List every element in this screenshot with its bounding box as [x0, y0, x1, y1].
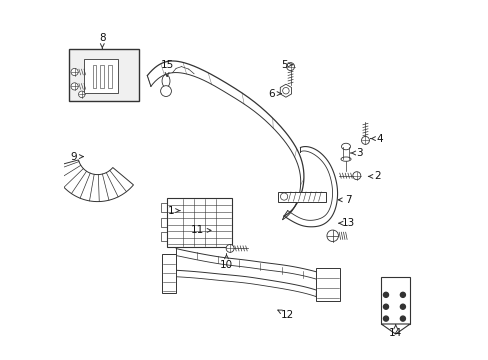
- Circle shape: [282, 87, 288, 94]
- Bar: [92, 65, 96, 88]
- Text: 13: 13: [338, 218, 355, 228]
- Bar: [381, 277, 409, 324]
- Bar: [161, 203, 167, 212]
- Circle shape: [326, 230, 338, 242]
- Bar: [167, 198, 231, 247]
- Circle shape: [352, 172, 360, 180]
- Text: 2: 2: [368, 171, 380, 181]
- Ellipse shape: [340, 157, 350, 161]
- Text: 3: 3: [350, 148, 362, 158]
- Polygon shape: [280, 84, 291, 97]
- Circle shape: [71, 68, 78, 76]
- Text: 4: 4: [370, 134, 382, 144]
- Text: 1: 1: [167, 206, 180, 216]
- Bar: [161, 232, 167, 241]
- Polygon shape: [381, 324, 409, 334]
- Circle shape: [400, 292, 405, 297]
- Ellipse shape: [162, 75, 170, 87]
- Bar: [277, 192, 325, 202]
- Text: 5: 5: [280, 60, 292, 70]
- Bar: [69, 49, 139, 101]
- Text: 9: 9: [70, 152, 83, 162]
- Circle shape: [361, 136, 368, 144]
- Bar: [162, 254, 176, 293]
- Ellipse shape: [341, 143, 350, 150]
- Circle shape: [383, 316, 387, 321]
- Circle shape: [71, 83, 78, 90]
- Circle shape: [383, 292, 387, 297]
- Circle shape: [225, 244, 234, 252]
- Circle shape: [286, 63, 294, 71]
- Bar: [84, 59, 118, 93]
- Circle shape: [79, 91, 85, 98]
- Bar: [108, 65, 112, 88]
- Circle shape: [280, 193, 287, 200]
- Text: 12: 12: [277, 310, 294, 320]
- Text: 11: 11: [191, 225, 211, 235]
- Text: 15: 15: [160, 60, 173, 76]
- Text: 10: 10: [220, 254, 233, 270]
- Bar: [316, 268, 339, 301]
- Circle shape: [400, 304, 405, 309]
- Circle shape: [160, 86, 171, 96]
- Text: 14: 14: [388, 325, 402, 338]
- Circle shape: [383, 304, 387, 309]
- Text: 8: 8: [99, 33, 105, 48]
- Bar: [101, 65, 104, 88]
- Polygon shape: [52, 160, 133, 202]
- Circle shape: [400, 316, 405, 321]
- Bar: [161, 218, 167, 227]
- Text: 7: 7: [338, 195, 351, 205]
- Text: 6: 6: [267, 89, 281, 99]
